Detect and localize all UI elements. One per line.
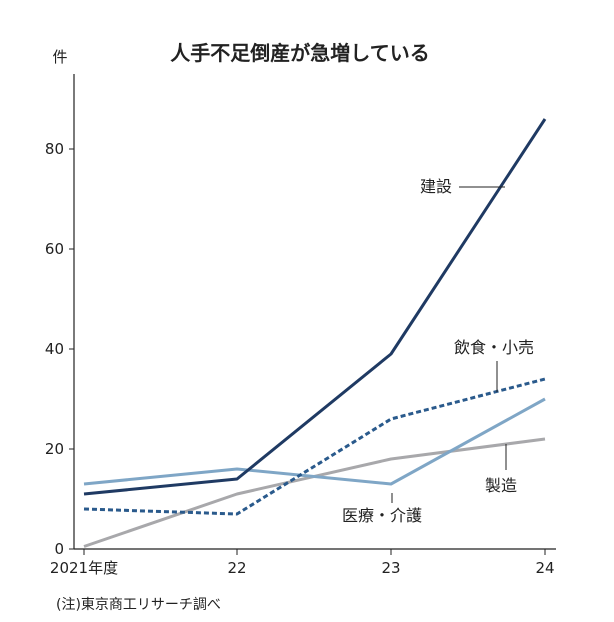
source-note: (注)東京商工リサーチ調べ	[56, 597, 221, 613]
series-line-food-retail	[83, 377, 546, 516]
y-tick-label: 80	[45, 140, 64, 158]
label-manufacturing: 製造	[485, 444, 517, 495]
y-tick-label: 40	[45, 340, 64, 358]
label-medical-care-text: 医療・介護	[342, 506, 422, 525]
y-axis-ticks: 0 20 40 60 80	[45, 140, 74, 558]
label-food-retail: 飲食・小売	[454, 338, 534, 392]
label-food-retail-text: 飲食・小売	[454, 338, 534, 357]
series-line-manufacturing	[83, 437, 546, 548]
label-medical-care: 医療・介護	[342, 493, 422, 525]
x-tick-label: 2021年度	[50, 559, 118, 577]
label-manufacturing-text: 製造	[485, 476, 517, 495]
series-lines	[83, 118, 547, 548]
y-tick-label: 0	[54, 540, 64, 558]
y-axis-unit: 件	[52, 48, 67, 66]
chart-title: 人手不足倒産が急増している	[170, 41, 429, 65]
series-line-medical-care	[83, 397, 546, 486]
x-tick-label: 22	[227, 559, 246, 577]
x-tick-label: 24	[535, 559, 554, 577]
y-tick-label: 60	[45, 240, 64, 258]
y-tick-label: 20	[45, 440, 64, 458]
label-construction-text: 建設	[420, 177, 452, 196]
series-line-construction	[83, 118, 547, 496]
x-tick-label: 23	[381, 559, 400, 577]
label-construction: 建設	[420, 177, 505, 196]
x-axis-ticks: 2021年度 22 23 24	[50, 549, 555, 577]
